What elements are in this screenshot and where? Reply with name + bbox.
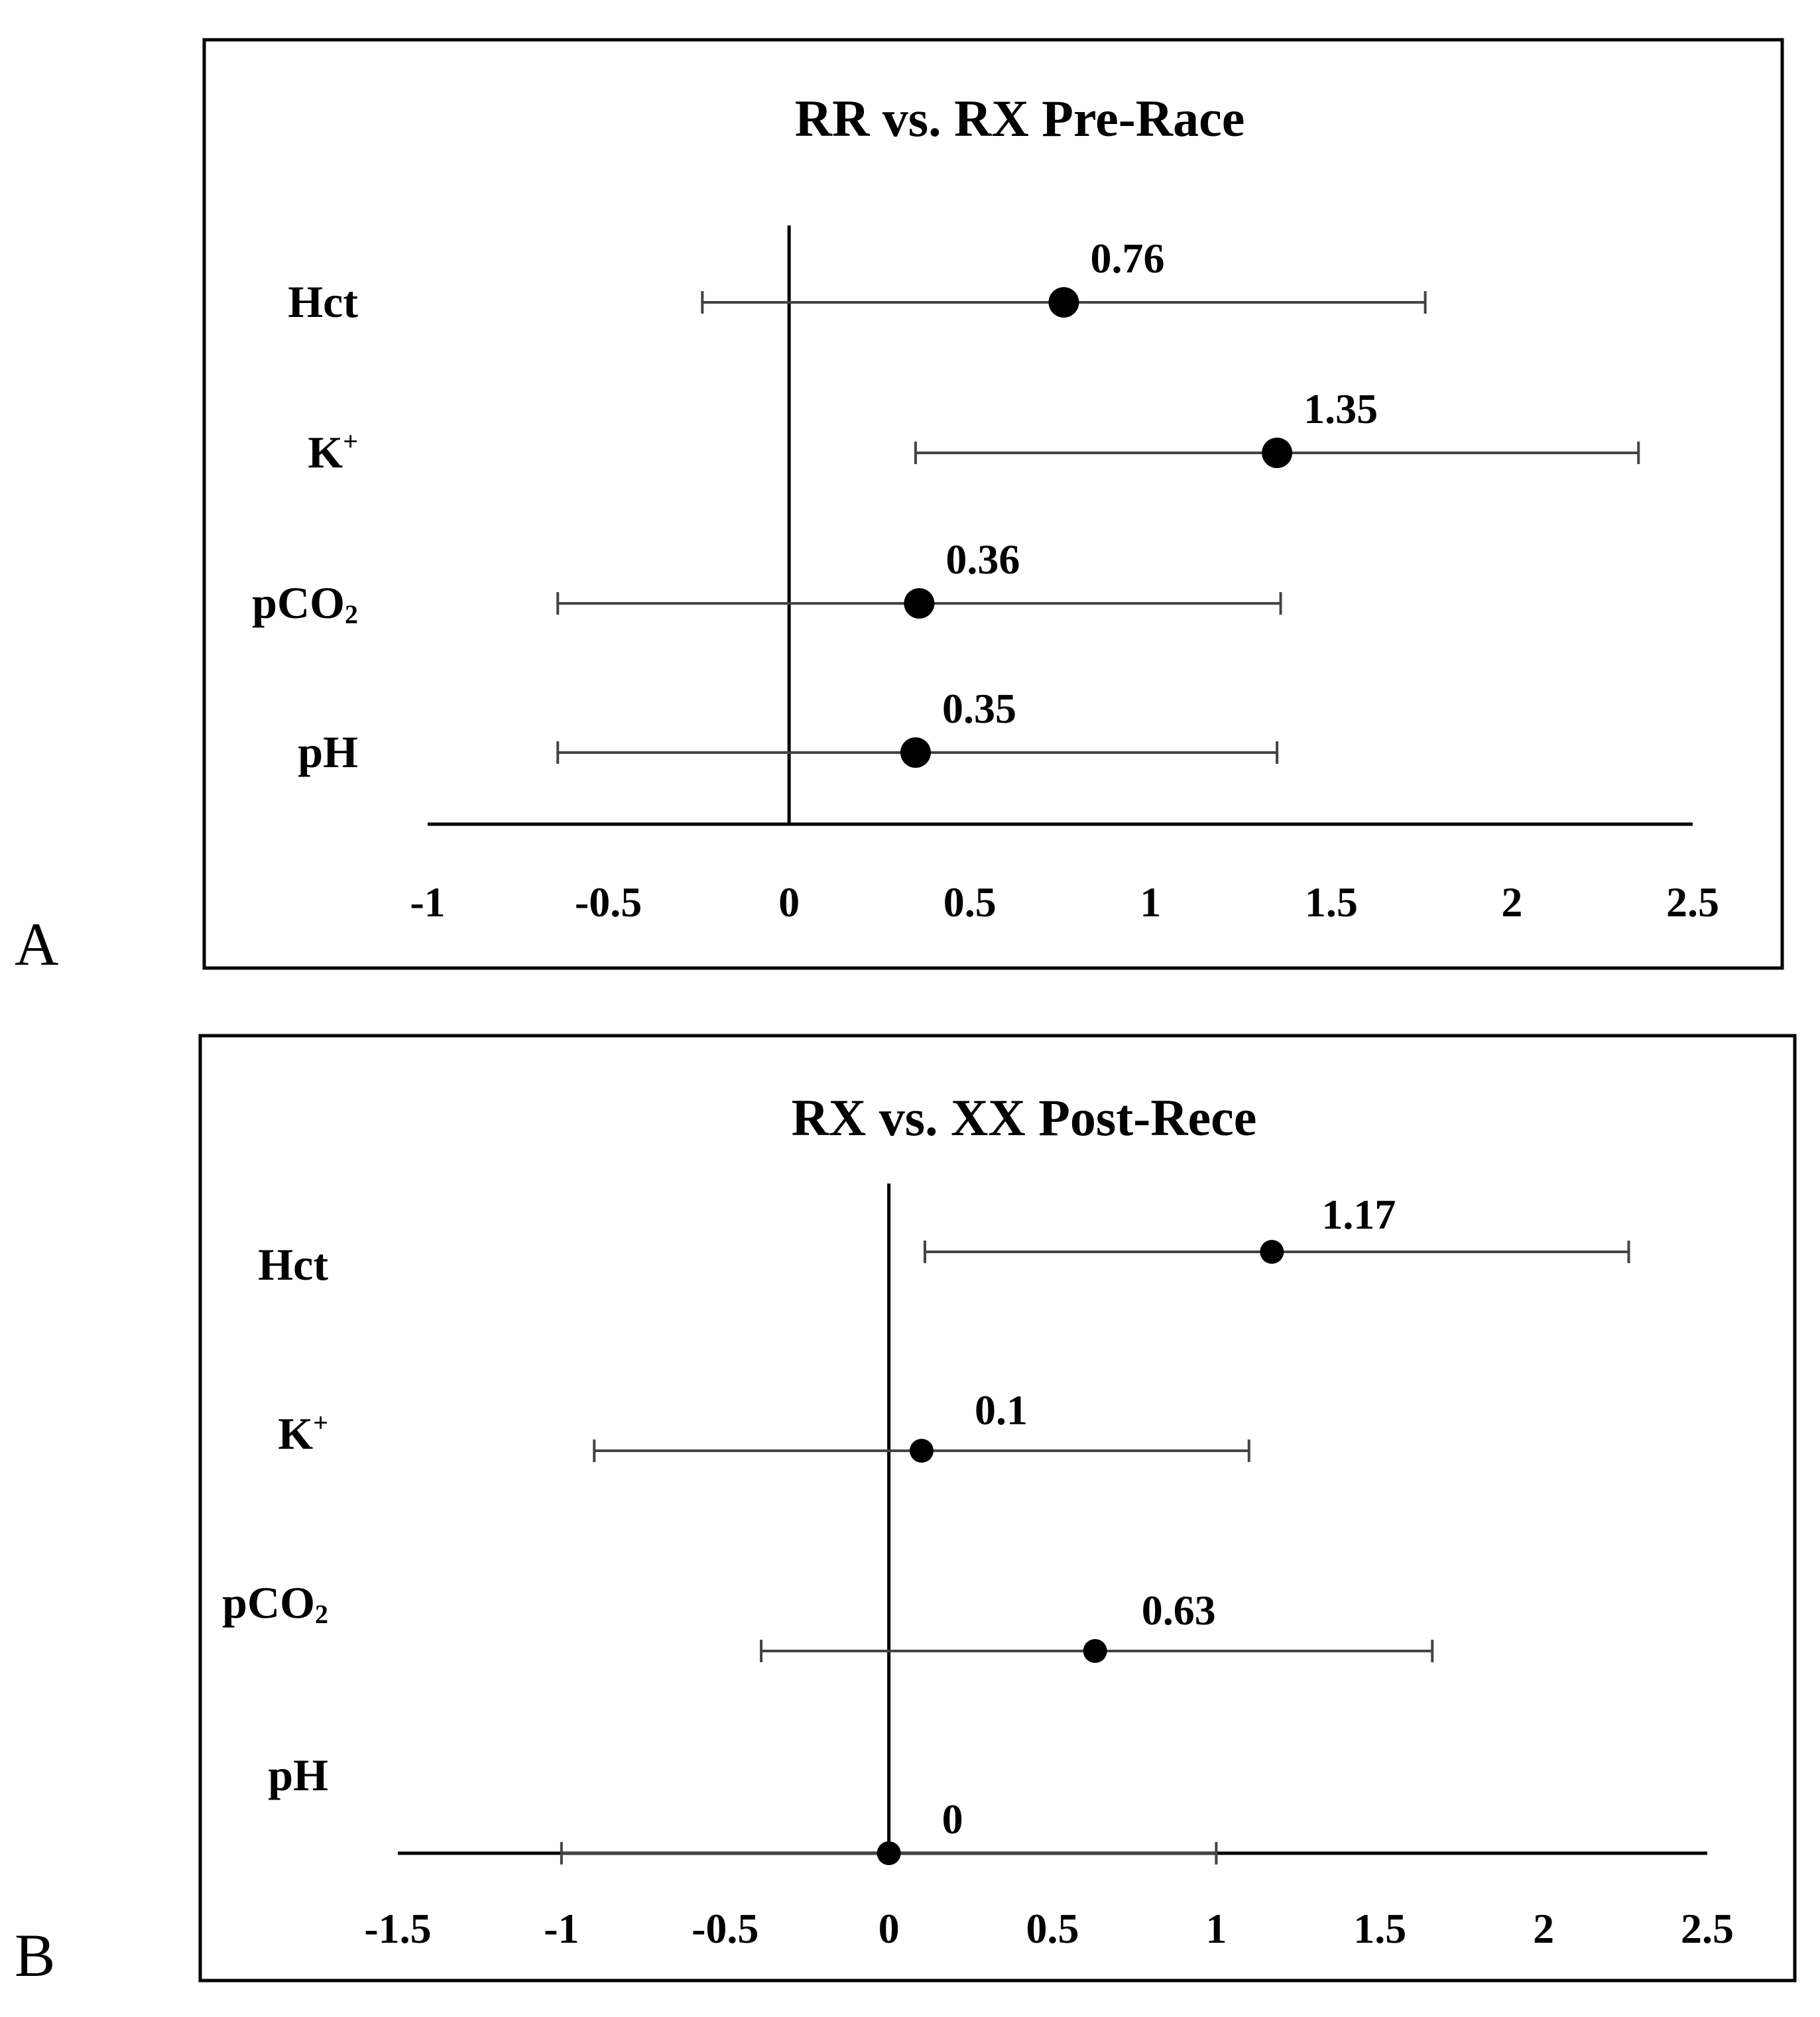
panel-a-tick-label: 2.5	[1666, 879, 1719, 926]
panel-b-point-estimate	[877, 1841, 901, 1865]
panel-a-title: RR vs. RX Pre-Race	[795, 90, 1245, 147]
panel-b-category-label: Hct	[258, 1239, 328, 1290]
panel-b-value-label: 0.63	[1142, 1587, 1216, 1634]
panel-a-tick-label: -1	[410, 879, 445, 926]
panel-a-tick-label: -0.5	[575, 879, 642, 926]
panel-b-category-label: K+	[278, 1408, 328, 1459]
panel-a-point-estimate	[900, 737, 931, 768]
panel-b-letter: B	[15, 1922, 55, 1989]
panel-a: A RR vs. RX Pre-Race -1 -0.5 0 0.5 1 1.5 2 2.5 Hct…	[15, 38, 1784, 978]
panel-b-row-hct: Hct 1.17	[258, 1191, 1630, 1290]
panel-b-tick-label: 0.5	[1026, 1905, 1079, 1952]
panel-b-point-estimate	[1083, 1639, 1107, 1663]
panel-a-row-ph: pH 0.35	[298, 685, 1279, 777]
panel-b-tick-label: 2.5	[1681, 1905, 1734, 1952]
panel-a-value-label: 0.36	[945, 536, 1020, 583]
panel-a-tick-label: 2	[1501, 879, 1522, 926]
panel-a-letter: A	[15, 910, 58, 978]
panel-b-value-label: 1.17	[1321, 1191, 1396, 1238]
panel-a-tick-label: 1	[1140, 879, 1161, 926]
panel-a-value-label: 1.35	[1304, 385, 1378, 432]
panel-a-category-label: pCO2	[252, 578, 358, 629]
panel-a-category-label: K+	[308, 426, 358, 477]
panel-b: B RX vs. XX Post-Rece -1.5 -1 -0.5 0 0.5 1 1.5 2 2…	[15, 1034, 1797, 1989]
panel-a-tick-label: 1.5	[1305, 879, 1358, 926]
panel-b-tick-label: 0	[879, 1905, 900, 1952]
panel-a-row-pco: pCO2 0.36	[252, 536, 1282, 629]
panel-a-point-estimate	[904, 588, 935, 619]
panel-b-value-label: 0	[942, 1796, 963, 1843]
panel-b-tick-label: -0.5	[692, 1905, 758, 1952]
panel-b-category-label: pH	[268, 1750, 328, 1800]
panel-b-tick-label: 1.5	[1353, 1905, 1406, 1952]
panel-b-value-label: 0.1	[975, 1386, 1028, 1434]
panel-a-value-label: 0.35	[942, 685, 1016, 732]
panel-a-row-hct: Hct 0.76	[288, 235, 1427, 327]
panel-b-row-pco: pCO2 0.63	[222, 1577, 1434, 1663]
panel-b-row-ph: pH 0	[268, 1750, 1218, 1865]
panel-a-frame	[202, 38, 1784, 970]
panel-b-tick-label: 1	[1205, 1905, 1227, 1952]
panel-b-tick-label: 2	[1533, 1905, 1554, 1952]
panel-b-tick-label: -1	[544, 1905, 579, 1952]
panel-b-point-estimate	[1260, 1240, 1284, 1264]
panel-b-category-label: pCO2	[222, 1577, 328, 1629]
panel-b-point-estimate	[910, 1439, 934, 1463]
panel-b-row-k: K+ 0.1	[278, 1386, 1250, 1463]
panel-a-category-label: Hct	[288, 276, 358, 327]
panel-b-frame	[198, 1034, 1797, 1983]
panel-a-category-label: pH	[298, 727, 358, 777]
panel-a-row-k: K+ 1.35	[308, 385, 1640, 477]
panel-a-point-estimate	[1262, 438, 1293, 468]
panel-b-title: RX vs. XX Post-Rece	[792, 1089, 1257, 1146]
panel-a-tick-label: 0	[778, 879, 800, 926]
panel-b-tick-label: -1.5	[364, 1905, 431, 1952]
panel-a-point-estimate	[1048, 287, 1079, 318]
panel-a-value-label: 0.76	[1090, 235, 1164, 282]
panel-a-tick-label: 0.5	[943, 879, 997, 926]
